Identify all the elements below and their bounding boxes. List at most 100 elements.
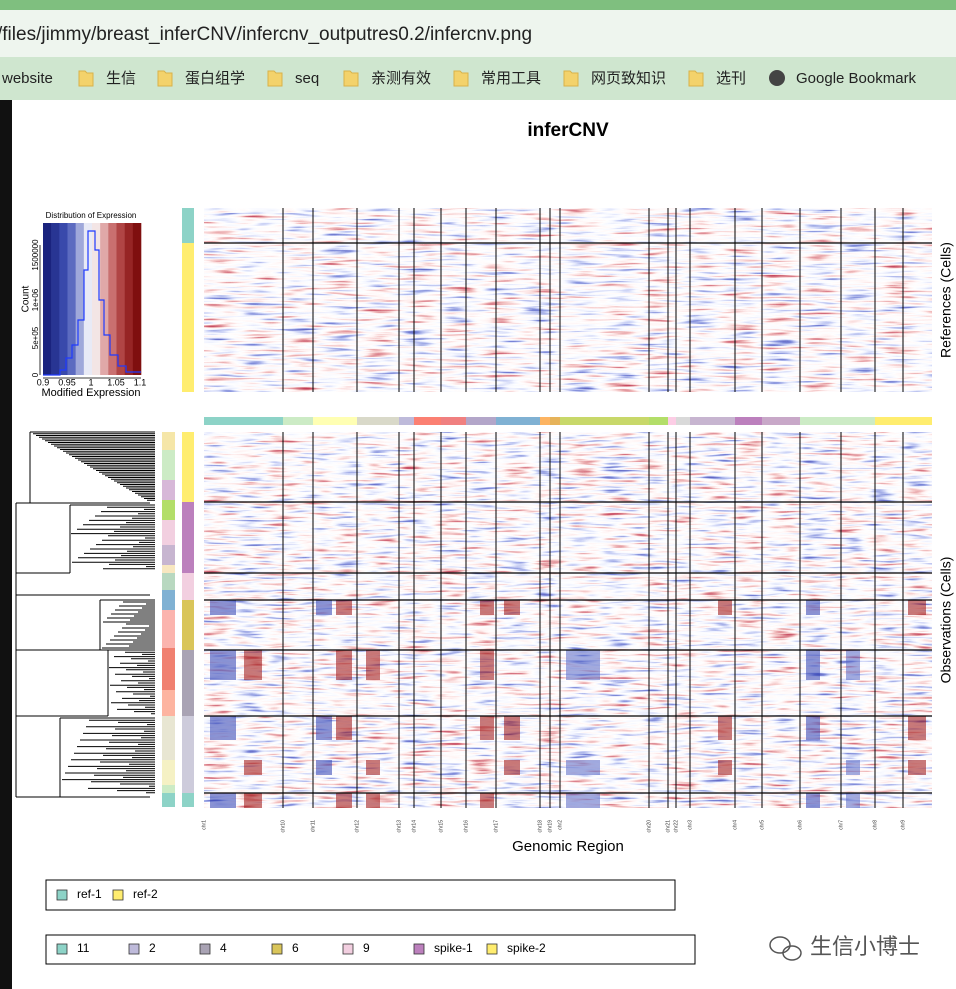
chromosome-label: chr13 [396, 820, 402, 833]
chromosome-bar [283, 417, 313, 425]
bookmark[interactable]: Google Bookmark [796, 70, 917, 87]
cnv-block [806, 716, 820, 740]
chromosome-label: chr19 [547, 820, 553, 833]
key-x-label: Modified Expression [41, 387, 140, 399]
obs-group-bar [182, 650, 194, 716]
cluster-bar [162, 590, 175, 610]
bookmark[interactable]: 蛋白组学 [185, 70, 245, 87]
legend-label: 4 [220, 941, 227, 955]
obs-group-bar [182, 432, 194, 502]
cnv-block [806, 600, 820, 615]
chromosome-label: chr22 [673, 820, 679, 833]
chromosome-bar [690, 417, 735, 425]
key-swatch [43, 223, 52, 375]
key-swatch [100, 223, 109, 375]
cnv-block [504, 716, 520, 740]
key-y-label: Count [21, 285, 32, 312]
legend-swatch [486, 943, 498, 955]
color-key: Distribution of Expression Count Modifie… [21, 211, 147, 399]
chromosome-bar [357, 417, 399, 425]
chromosome-bar [399, 417, 414, 425]
chromosome-bar [313, 417, 357, 425]
dendrogram-branch [30, 431, 155, 794]
ref-group-bar [182, 243, 194, 392]
cnv-block [336, 716, 352, 740]
legend-swatch [56, 889, 68, 901]
chromosome-bar [560, 417, 649, 425]
cnv-block [210, 793, 236, 808]
cluster-bar [162, 716, 175, 760]
cnv-block [718, 716, 732, 740]
cluster-bar [162, 690, 175, 716]
bookmark[interactable]: 常用工具 [481, 70, 541, 87]
cnv-block [806, 793, 820, 808]
chromosome-bar [496, 417, 540, 425]
figure-title: inferCNV [527, 120, 609, 141]
chromosome-label: chr4 [732, 820, 738, 830]
folder-icon [688, 70, 704, 87]
chromosome-bar [841, 417, 875, 425]
annotation-bars [162, 208, 932, 807]
bookmarks: website 生信 蛋白组学 seq 亲测有效 常用工具 网页致知识 选刊 Google Bo… [1, 70, 917, 87]
legend-swatch [271, 943, 283, 955]
address-bar[interactable] [0, 10, 956, 57]
dendrogram-branch [29, 432, 109, 797]
key-x-tick: 0.9 [37, 377, 50, 387]
cnv-block [316, 716, 332, 740]
key-y-tick: 0 [31, 372, 40, 377]
key-swatch [75, 223, 85, 375]
chromosome-label: chr20 [646, 820, 652, 833]
bookmark[interactable]: seq [295, 70, 319, 87]
obs-axis-label: Observations (Cells) [938, 557, 954, 684]
obs-group-bar [182, 573, 194, 600]
key-swatch [51, 223, 60, 375]
chromosome-label: chr17 [493, 820, 499, 833]
obs-group-bar [182, 502, 194, 573]
legend-label: spike-2 [507, 941, 546, 955]
legend-label: 11 [77, 941, 90, 955]
cnv-block [566, 760, 600, 775]
cluster-bar [162, 565, 175, 573]
bookmark[interactable]: 选刊 [716, 70, 746, 87]
cnv-block [244, 793, 262, 808]
cnv-block [480, 650, 494, 680]
cnv-block [366, 650, 380, 680]
left-edge [0, 100, 12, 989]
chromosome-bar [875, 417, 903, 425]
cnv-block [908, 716, 926, 740]
cnv-block [210, 650, 236, 680]
chromosome-label: chr12 [354, 820, 360, 833]
bookmark[interactable]: 网页致知识 [591, 70, 666, 87]
dendrogram [15, 431, 155, 798]
chromosome-bar [676, 417, 690, 425]
cnv-block [908, 760, 926, 775]
cnv-block [480, 793, 494, 808]
chromosome-label: chr5 [759, 820, 765, 830]
folder-icon [453, 70, 469, 87]
cnv-block [718, 760, 732, 775]
chromosome-label: chr7 [838, 820, 844, 830]
cnv-block [316, 760, 332, 775]
legend-swatch [413, 943, 425, 955]
chromosome-label: chr21 [665, 820, 671, 833]
bookmark[interactable]: 亲测有效 [371, 70, 431, 87]
chromosome-bar [762, 417, 800, 425]
cluster-bar [162, 573, 175, 590]
bookmark[interactable]: website [1, 70, 53, 87]
url[interactable]: /files/jimmy/breast_inferCNV/infercnv_ou… [0, 24, 532, 45]
cnv-block [210, 600, 236, 615]
chromosome-bar [550, 417, 560, 425]
legend-swatch [342, 943, 354, 955]
chromosome-bar [735, 417, 762, 425]
x-axis-label: Genomic Region [512, 838, 624, 855]
watermark: 生信小博士 [810, 934, 920, 959]
chromosome-label: chr3 [687, 820, 693, 830]
cnv-block [244, 760, 262, 775]
cluster-bar [162, 785, 175, 793]
key-x-tick: 0.95 [58, 377, 76, 387]
key-swatch [132, 223, 142, 375]
cluster-bar [162, 450, 175, 480]
window-top [0, 0, 956, 10]
bookmark[interactable]: 生信 [106, 70, 136, 87]
